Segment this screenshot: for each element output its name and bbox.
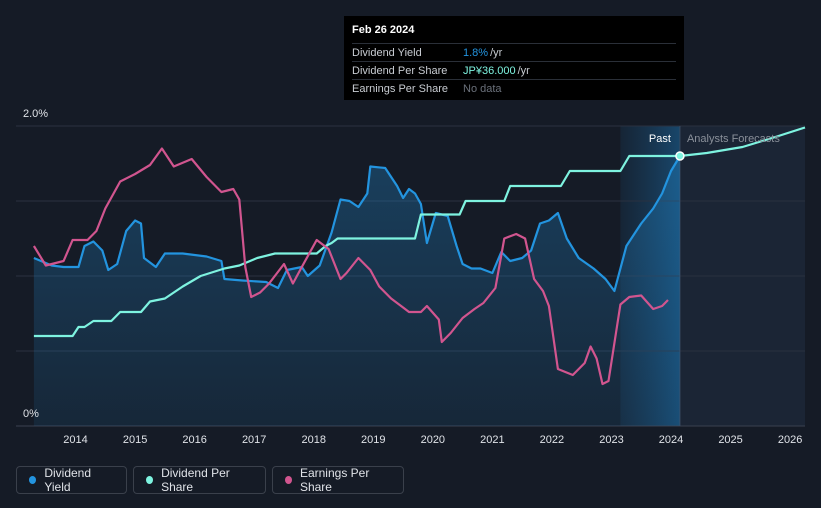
legend-label: Dividend Per Share — [161, 466, 230, 494]
x-tick-label: 2014 — [63, 434, 87, 446]
tooltip-label: Earnings Per Share — [352, 82, 448, 95]
forecast-label: Analysts Forecasts — [687, 133, 780, 145]
x-tick-label: 2022 — [540, 434, 564, 446]
y-axis-top-label: 2.0% — [23, 108, 49, 120]
legend-dividend-per-share[interactable]: Dividend Per Share — [133, 466, 266, 494]
tooltip-label: Dividend Per Share — [352, 64, 448, 77]
past-label: Past — [649, 133, 671, 145]
x-tick-label: 2017 — [242, 434, 266, 446]
legend-dot-icon — [285, 476, 292, 484]
tooltip-row-earnings-per-share: Earnings Per Share No data — [352, 79, 676, 97]
x-tick-label: 2026 — [778, 434, 802, 446]
x-tick-label: 2016 — [182, 434, 206, 446]
current-point-marker — [675, 151, 685, 161]
series-line-dividend-yield — [33, 155, 681, 293]
legend-earnings-per-share[interactable]: Earnings Per Share — [272, 466, 404, 494]
tooltip-value: No data — [463, 82, 502, 95]
tooltip-unit: /yr — [517, 64, 530, 77]
y-axis-bottom-label: 0% — [23, 408, 39, 420]
tooltip-row-dividend-yield: Dividend Yield 1.8% /yr — [352, 43, 676, 61]
tooltip-row-dividend-per-share: Dividend Per Share JP¥36.000 /yr — [352, 61, 676, 79]
x-tick-label: 2023 — [599, 434, 623, 446]
x-tick-label: 2021 — [480, 434, 504, 446]
data-tooltip: Feb 26 2024 Dividend Yield 1.8% /yr Divi… — [344, 16, 684, 100]
tooltip-value: JP¥36.000 — [463, 64, 516, 77]
x-tick-label: 2020 — [421, 434, 445, 446]
tooltip-value: 1.8% — [463, 46, 489, 59]
legend-label: Dividend Yield — [44, 466, 92, 494]
x-tick-label: 2025 — [718, 434, 742, 446]
legend-label: Earnings Per Share — [299, 466, 370, 494]
x-tick-label: 2019 — [361, 434, 385, 446]
tooltip-label: Dividend Yield — [352, 46, 422, 59]
legend-dot-icon — [146, 476, 154, 484]
legend-dividend-yield[interactable]: Dividend Yield — [16, 466, 127, 494]
x-tick-label: 2024 — [659, 434, 683, 446]
legend-dot-icon — [29, 476, 37, 484]
series-area-0 — [33, 156, 680, 426]
tooltip-unit: /yr — [490, 46, 503, 59]
x-tick-label: 2015 — [123, 434, 147, 446]
x-tick-label: 2018 — [301, 434, 325, 446]
tooltip-date: Feb 26 2024 — [352, 24, 415, 36]
series-line-earnings-per-share — [32, 147, 669, 386]
